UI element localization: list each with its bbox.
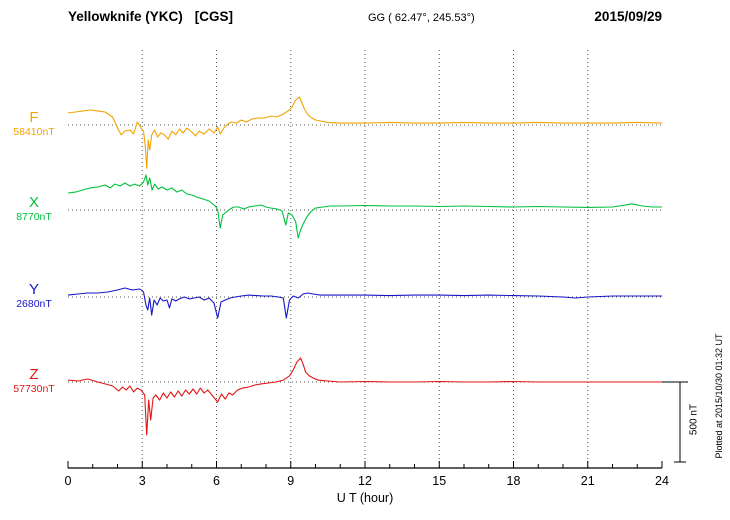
- series-letter-Z: Z: [29, 366, 39, 383]
- series-letter-Y: Y: [28, 281, 39, 298]
- trace-F: [67, 96, 663, 169]
- station-name: Yellowknife (YKC): [68, 9, 183, 24]
- tick-label: 21: [581, 474, 595, 488]
- trace-Z: [67, 357, 662, 436]
- series-baseline-Z: 57730nT: [13, 383, 55, 395]
- tick-label: 18: [507, 474, 521, 488]
- series-baseline-X: 8770nT: [16, 211, 52, 223]
- tick-label: 9: [287, 474, 294, 488]
- coordinate-system-label: [CGS]: [194, 9, 234, 24]
- series-letter-X: X: [28, 194, 39, 211]
- trace-X: [67, 174, 662, 239]
- scale-bar-label: 500 nT: [688, 403, 700, 436]
- station-title: Yellowknife (YKC) [CGS]: [68, 9, 233, 24]
- geographic-coords: GG ( 62.47°, 245.53°): [368, 12, 475, 24]
- tick-label: 15: [432, 474, 446, 488]
- series-label-F: F 58410nT: [4, 110, 64, 139]
- series-label-Y: Y 2680nT: [4, 282, 64, 311]
- plotted-at-note: Plotted at 2015/10/30 01:32 UT: [714, 333, 724, 459]
- series-letter-F: F: [29, 109, 39, 126]
- plot-date: 2015/09/29: [594, 9, 662, 24]
- x-axis-label: U T (hour): [336, 491, 394, 505]
- tick-label: 6: [213, 474, 220, 488]
- series-label-Z: Z 57730nT: [4, 367, 64, 396]
- trace-Y: [67, 287, 662, 319]
- tick-label: 12: [358, 474, 372, 488]
- series-baseline-Y: 2680nT: [16, 298, 52, 310]
- tick-label: 24: [655, 474, 669, 488]
- series-label-X: X 8770nT: [4, 195, 64, 224]
- series-baseline-F: 58410nT: [13, 126, 55, 138]
- tick-label: 3: [139, 474, 146, 488]
- tick-label: 0: [65, 474, 72, 488]
